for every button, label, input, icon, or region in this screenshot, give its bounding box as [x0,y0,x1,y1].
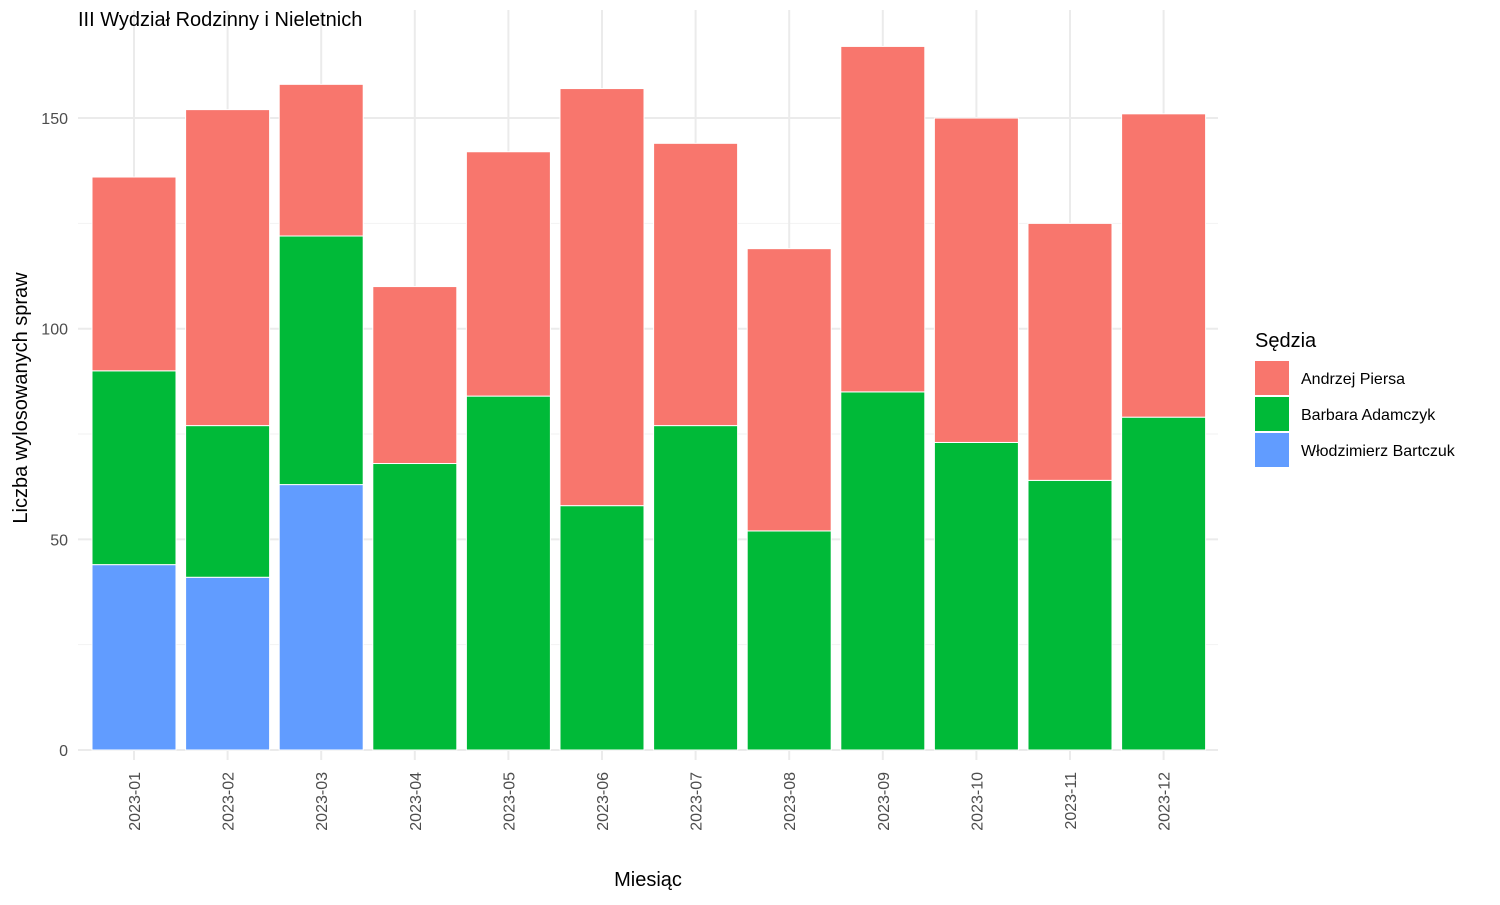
bar-2023-08-andrzej-piersa [746,248,832,532]
legend-label: Włodzimierz Bartczuk [1301,443,1456,460]
x-tick-label: 2023-11 [1063,772,1080,830]
bar-2023-08-barbara-adamczyk [746,530,832,751]
x-tick-label: 2023-03 [314,772,331,831]
bar-2023-05-andrzej-piersa [465,151,551,397]
bar-2023-07-barbara-adamczyk [653,425,739,751]
bar-2023-01-w-odzimierz-bartczuk [91,564,177,751]
x-tick-label: 2023-08 [782,772,799,831]
x-tick-label: 2023-10 [969,772,986,831]
bar-2023-09-andrzej-piersa [840,45,926,393]
x-axis-title: Miesiąc [614,869,682,891]
bars-layer [91,45,1207,751]
bar-2023-12-andrzej-piersa [1121,113,1207,418]
bar-2023-04-andrzej-piersa [372,286,458,465]
bar-2023-12-barbara-adamczyk [1121,416,1207,751]
bar-2023-04-barbara-adamczyk [372,463,458,751]
y-axis-title: Liczba wylosowanych spraw [10,272,32,524]
bar-2023-06-barbara-adamczyk [559,505,645,751]
bar-2023-03-barbara-adamczyk [278,235,364,486]
bar-2023-06-andrzej-piersa [559,88,645,507]
y-tick-label: 50 [50,532,68,549]
y-tick-label: 150 [41,111,68,128]
bar-2023-10-barbara-adamczyk [933,441,1019,751]
x-tick-label: 2023-12 [1157,772,1174,831]
x-tick-label: 2023-09 [876,772,893,831]
legend-items: Andrzej Piersa Barbara Adamczyk Włodzimier… [1255,361,1456,467]
x-tick-label: 2023-04 [408,772,425,831]
axis-layer: 0 50 100 150 2023-01 2023-02 2023-03 2023-04 202… [41,111,1173,831]
bar-2023-07-andrzej-piersa [653,142,739,427]
bar-2023-02-andrzej-piersa [185,109,271,427]
bar-2023-11-barbara-adamczyk [1027,479,1113,751]
y-tick-label: 0 [59,743,68,760]
legend-label: Andrzej Piersa [1301,371,1405,388]
bar-2023-11-andrzej-piersa [1027,222,1113,481]
legend-key [1255,361,1289,395]
y-tick-label: 100 [41,322,68,339]
bar-2023-01-barbara-adamczyk [91,370,177,566]
bar-2023-03-w-odzimierz-bartczuk [278,484,364,751]
bar-2023-02-w-odzimierz-bartczuk [185,576,271,751]
bar-2023-01-andrzej-piersa [91,176,177,372]
bar-2023-09-barbara-adamczyk [840,391,926,751]
legend-key [1255,433,1289,467]
bar-2023-10-andrzej-piersa [933,117,1019,443]
legend-key [1255,397,1289,431]
x-tick-label: 2023-06 [595,772,612,831]
legend: Sędzia Andrzej Piersa Barbara Adamczyk Wło… [1255,330,1456,467]
x-tick-label: 2023-05 [501,772,518,831]
legend-label: Barbara Adamczyk [1301,407,1436,424]
bar-2023-03-andrzej-piersa [278,83,364,237]
chart-title: III Wydział Rodzinny i Nieletnich [78,9,362,31]
bar-2023-05-barbara-adamczyk [465,395,551,751]
x-tick-label: 2023-01 [127,772,144,831]
x-tick-label: 2023-02 [221,772,238,831]
legend-title: Sędzia [1255,330,1317,352]
x-tick-label: 2023-07 [689,772,706,831]
bar-2023-02-barbara-adamczyk [185,425,271,578]
